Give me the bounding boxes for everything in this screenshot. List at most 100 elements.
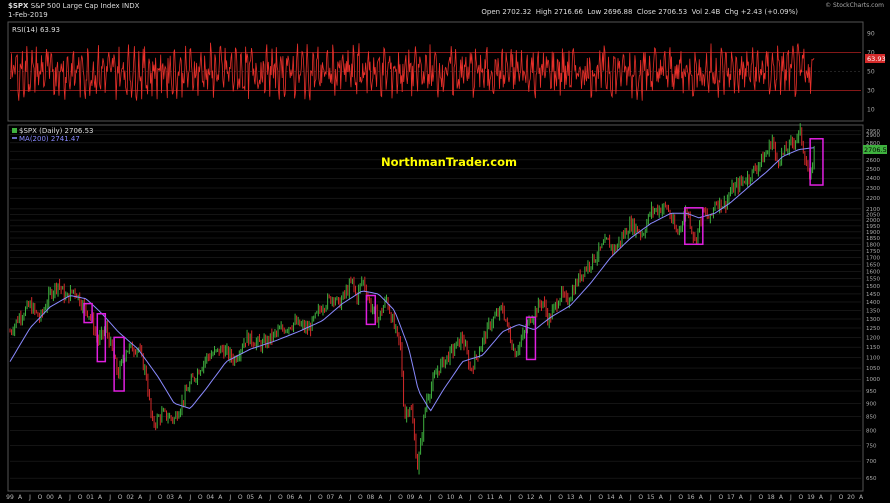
x-tick-label: 01 [86, 494, 94, 501]
x-tick-label: J [349, 494, 352, 501]
price-tick-label: 1800 [866, 242, 880, 248]
x-tick-label: J [188, 494, 191, 501]
rsi-panel: RSI(14) 63.93 90 70 50 30 10 63.93 [7, 21, 886, 122]
x-tick-label: 99 [6, 494, 14, 501]
rsi-line [9, 42, 815, 101]
price-tick-label: 950 [866, 389, 877, 395]
price-tick-label: 1650 [866, 262, 880, 268]
chart-date: 1-Feb-2019 [8, 11, 48, 19]
high-label: High [535, 8, 552, 16]
x-tick-label: A [539, 494, 544, 501]
x-tick-label: O [38, 494, 43, 501]
x-tick-label: J [589, 494, 592, 501]
highlight-box [809, 138, 824, 186]
highlight-box [83, 302, 93, 324]
x-tick-label: 18 [767, 494, 775, 501]
x-tick-label: J [108, 494, 111, 501]
x-tick-label: J [669, 494, 672, 501]
x-tick-label: 04 [206, 494, 214, 501]
x-tick-label: J [268, 494, 271, 501]
price-tick-label: 2300 [866, 186, 880, 192]
price-tick-label: 1600 [866, 269, 880, 275]
x-tick-label: O [638, 494, 643, 501]
x-tick-label: J [68, 494, 71, 501]
x-tick-label: O [438, 494, 443, 501]
rsi-tick-label: 50 [867, 69, 875, 76]
price-tick-label: 1400 [866, 300, 880, 306]
price-legend: $SPX (Daily) 2706.53 MA(200) 2741.47 [12, 127, 93, 143]
x-tick-label: 07 [327, 494, 335, 501]
x-tick-label: 16 [687, 494, 695, 501]
ohlc-readout: Open 2702.32 High 2716.66 Low 2696.88 Cl… [481, 8, 798, 16]
rsi-tick-label: 30 [867, 88, 875, 95]
price-tick-label: 2800 [866, 141, 880, 147]
price-tick-label: 2900 [866, 133, 880, 139]
x-tick-label: O [718, 494, 723, 501]
x-tick-label: A [659, 494, 664, 501]
price-tick-label: 1350 [866, 308, 880, 314]
x-tick-label: O [78, 494, 83, 501]
ma200-line [9, 147, 815, 412]
price-tick-label: 700 [866, 459, 877, 465]
price-tick-label: 1550 [866, 277, 880, 283]
price-tick-label: 1500 [866, 284, 880, 290]
high-value: 2716.66 [554, 8, 584, 16]
x-tick-label: O [759, 494, 764, 501]
x-tick-label: A [619, 494, 624, 501]
spx-legend-label: $SPX (Daily) 2706.53 [19, 127, 93, 135]
stockcharts-credit: © StockCharts.com [825, 2, 884, 9]
x-tick-label: 00 [46, 494, 54, 501]
x-tick-label: A [699, 494, 704, 501]
chg-label: Chg [724, 8, 739, 16]
x-tick-label: 09 [407, 494, 415, 501]
x-tick-label: O [518, 494, 523, 501]
x-tick-label: 10 [447, 494, 455, 501]
rsi-tick-label: 70 [867, 50, 875, 57]
x-tick-label: A [819, 494, 824, 501]
price-tick-label: 2000 [866, 218, 880, 224]
x-tick-label: J [549, 494, 552, 501]
x-tick-label: J [509, 494, 512, 501]
x-tick-label: 13 [567, 494, 575, 501]
x-tick-label: O [278, 494, 283, 501]
price-tick-label: 900 [866, 401, 877, 407]
x-tick-label: A [98, 494, 103, 501]
price-tick-label: 1850 [866, 236, 880, 242]
x-tick-label: A [739, 494, 744, 501]
x-tick-label: J [429, 494, 432, 501]
chart-header-title: $SPX S&P 500 Large Cap Index INDX [8, 2, 139, 10]
exchange: INDX [121, 2, 140, 10]
price-tick-label: 2200 [866, 196, 880, 202]
x-tick-label: 20 [847, 494, 855, 501]
x-tick-label: O [198, 494, 203, 501]
x-tick-label: A [218, 494, 223, 501]
x-tick-label: A [499, 494, 504, 501]
highlight-box [365, 294, 376, 326]
vol-value: 2.4B [704, 8, 721, 16]
open-value: 2702.32 [502, 8, 532, 16]
x-tick-label: J [749, 494, 752, 501]
x-tick-label: O [358, 494, 363, 501]
x-tick-label: J [629, 494, 632, 501]
price-tick-label: 1300 [866, 317, 880, 323]
x-tick-label: J [469, 494, 472, 501]
rsi-legend: RSI(14) 63.93 [12, 26, 60, 34]
x-tick-label: J [28, 494, 31, 501]
x-tick-label: 06 [287, 494, 295, 501]
highlight-box [525, 316, 537, 361]
x-tick-label: O [598, 494, 603, 501]
x-tick-label: J [389, 494, 392, 501]
price-tick-label: 650 [866, 476, 877, 482]
price-value-tag [863, 145, 887, 154]
price-tick-label: 1250 [866, 326, 880, 332]
x-tick-label: O [318, 494, 323, 501]
x-tick-label: O [799, 494, 804, 501]
x-tick-label: 17 [727, 494, 735, 501]
x-tick-label: 12 [527, 494, 535, 501]
x-tick-label: A [378, 494, 383, 501]
x-tick-label: O [398, 494, 403, 501]
price-tick-label: 1950 [866, 224, 880, 230]
spx-legend-swatch [12, 128, 17, 133]
x-tick-label: A [338, 494, 343, 501]
x-tick-label: J [789, 494, 792, 501]
